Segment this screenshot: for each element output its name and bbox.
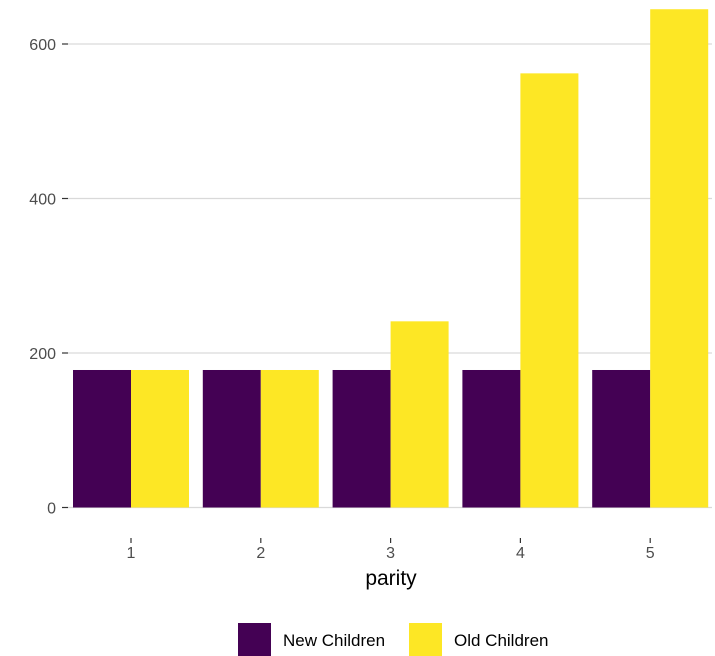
bar-new-children-2 — [202, 369, 261, 508]
bar-old-children-1 — [131, 369, 189, 508]
legend-label: Old Children — [454, 631, 549, 650]
y-tick-label: 400 — [29, 192, 56, 209]
bar-new-children-3 — [332, 369, 391, 508]
bar-new-children-1 — [73, 369, 131, 508]
bar-new-children-5 — [592, 369, 651, 508]
x-tick-label: 3 — [386, 545, 395, 562]
x-tick-label: 4 — [516, 545, 525, 562]
bar-old-children-3 — [390, 321, 449, 508]
x-tick-label: 2 — [256, 545, 265, 562]
x-axis-title: parity — [365, 567, 417, 590]
bar-old-children-5 — [650, 9, 709, 508]
x-tick-label: 5 — [646, 545, 655, 562]
y-tick-label: 0 — [47, 501, 56, 518]
bar-old-children-4 — [520, 73, 579, 508]
y-tick-label: 600 — [29, 37, 56, 54]
y-tick-label: 200 — [29, 346, 56, 363]
x-axis-ticks: 1 2 3 4 5 — [127, 538, 655, 562]
legend-swatch-new-children — [238, 623, 271, 656]
bars — [73, 9, 709, 508]
bar-old-children-2 — [260, 369, 319, 508]
legend-swatch-old-children — [409, 623, 442, 656]
y-axis-ticks: 0 200 400 600 — [29, 37, 68, 518]
x-tick-label: 1 — [127, 545, 136, 562]
legend: New Children Old Children — [238, 623, 549, 656]
legend-label: New Children — [283, 631, 385, 650]
bar-new-children-4 — [462, 369, 521, 508]
